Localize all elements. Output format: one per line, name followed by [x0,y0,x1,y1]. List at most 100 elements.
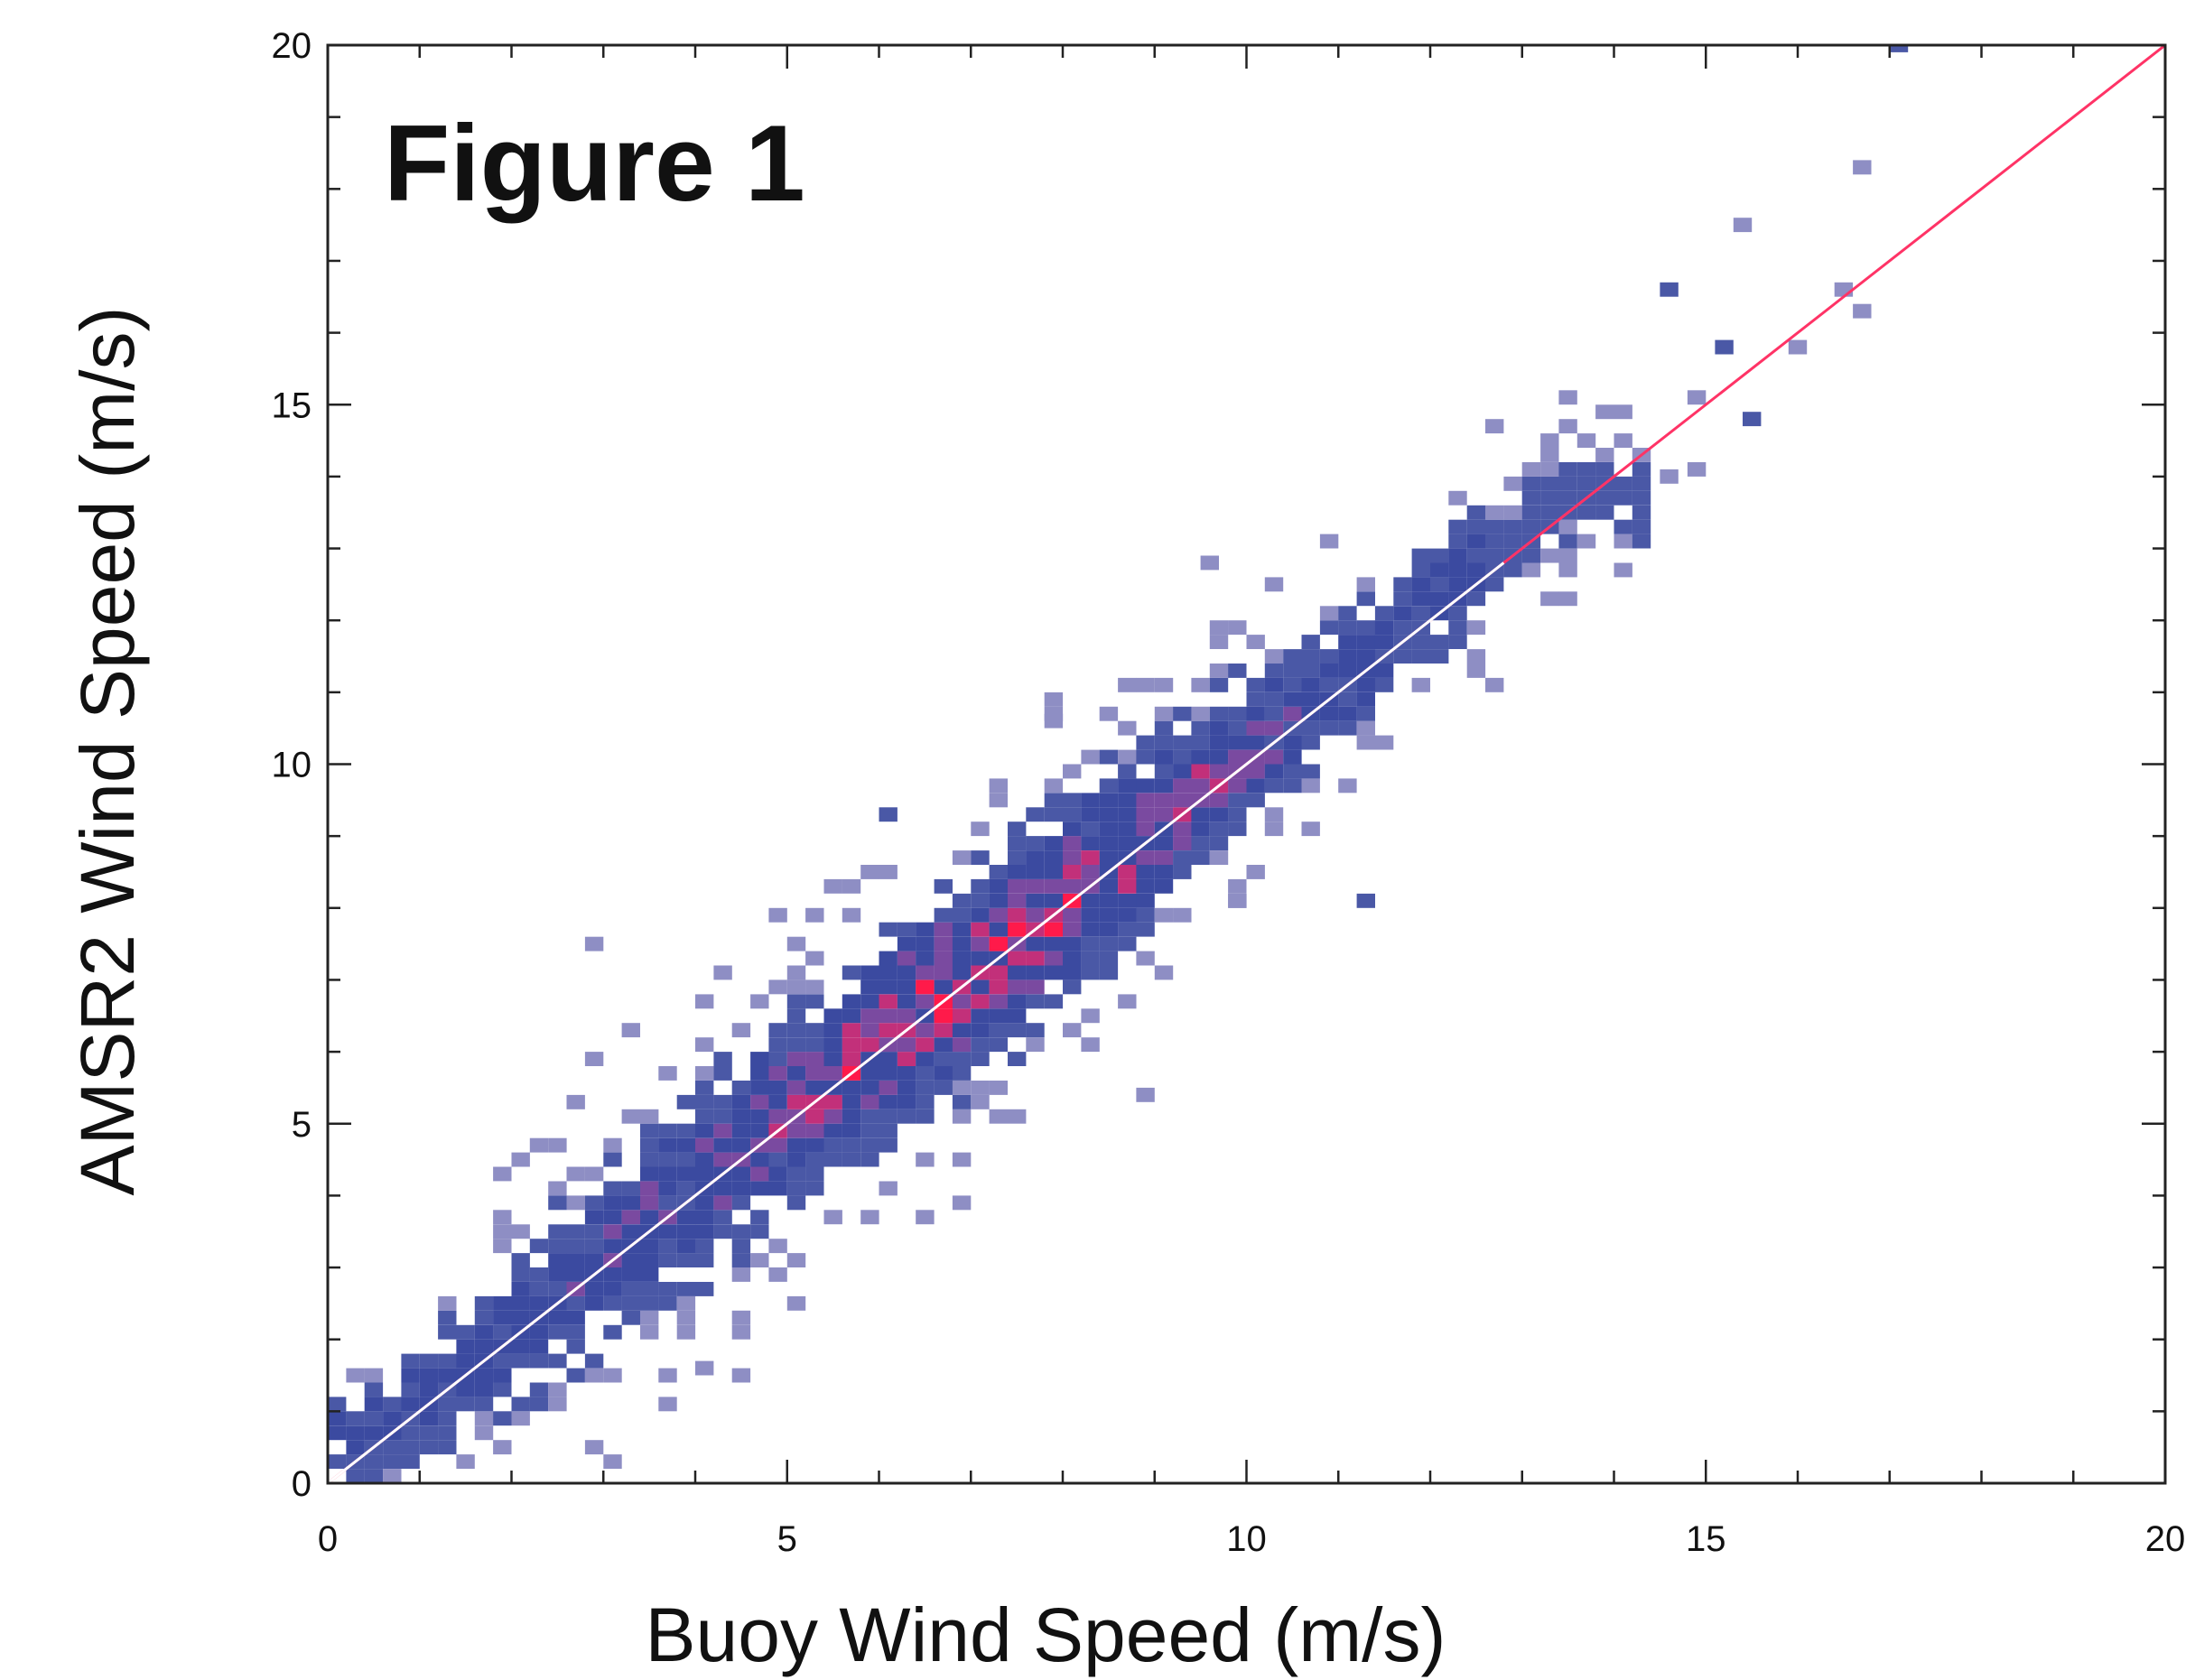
density-cell [493,1210,512,1225]
density-cell [1173,778,1192,794]
density-cell [548,1267,567,1282]
density-cell [401,1454,420,1469]
density-cell [529,1137,549,1153]
density-cell [1154,706,1174,721]
density-cell [1136,850,1155,865]
density-cell [805,907,824,923]
density-cell [805,1109,824,1124]
density-cell [1118,749,1137,765]
density-cell [842,1008,861,1024]
density-cell [823,1066,842,1081]
density-cell [971,907,990,923]
density-cell [786,1181,806,1196]
density-cell [952,1152,972,1167]
density-cell [786,1094,806,1109]
density-cell [1614,562,1632,578]
density-cell [658,1066,677,1081]
density-cell [879,1081,898,1095]
density-cell [1614,433,1632,448]
y-tick-label: 15 [272,385,312,425]
density-cell [474,1382,494,1397]
density-cell [879,951,898,966]
density-cell [1228,735,1247,750]
density-cell [1099,936,1119,951]
density-cell [897,1008,916,1024]
density-cell [1008,878,1027,894]
density-cell [1448,562,1467,578]
reference-lines [328,45,2165,1483]
y-tick-label: 5 [292,1105,312,1145]
density-cell [640,1195,659,1211]
density-cell [1411,577,1430,592]
density-cell [842,965,861,980]
density-cell [897,922,916,937]
density-cell [456,1324,475,1340]
density-cell [640,1324,659,1340]
density-cell [1191,735,1210,750]
density-cell [916,1094,935,1109]
density-cell [383,1397,402,1412]
density-cell [842,1094,861,1109]
density-cell [566,1094,585,1109]
density-cell [1063,850,1082,865]
y-tick-label: 10 [272,746,312,785]
density-cell [805,1166,824,1182]
density-cell [584,1253,604,1267]
density-cell [1283,749,1302,765]
density-cell [584,1295,604,1311]
density-cell [989,778,1008,794]
density-cell [401,1382,420,1397]
density-cell [805,979,824,995]
density-cell [1246,677,1265,692]
density-cell [603,1368,622,1383]
density-cell [1228,664,1247,678]
density-cell [438,1324,457,1340]
density-cell [916,1037,935,1053]
density-cell [1264,649,1284,664]
density-cell [1099,836,1119,850]
density-cell [1118,778,1137,794]
density-cell [1301,649,1320,664]
density-cell [842,1023,861,1038]
density-cell [346,1411,365,1426]
density-cell [1319,720,1339,736]
density-cell [1136,807,1155,822]
density-cell [1411,606,1430,621]
density-cell [603,1210,622,1225]
density-cell [346,1469,365,1483]
density-cell [1173,706,1192,721]
density-cell [1136,821,1155,837]
density-cell [603,1137,622,1153]
density-cell [621,1023,640,1038]
density-cell [640,1166,659,1182]
density-cell [474,1411,494,1426]
density-cell [842,1081,861,1095]
density-cell [658,1239,677,1254]
density-cell [1081,749,1100,765]
density-cell [695,1066,714,1081]
density-cell [1283,649,1302,664]
density-cell [511,1282,530,1296]
density-cell [897,1109,916,1124]
density-cell [768,1109,787,1124]
density-cell [621,1295,640,1311]
density-cell [676,1295,696,1311]
density-cell [1173,865,1192,879]
outlier-point [1228,893,1247,908]
density-cell [1558,390,1577,405]
density-cell [529,1282,549,1296]
density-cell [1008,865,1027,879]
density-cell [1466,505,1486,520]
density-cell [1081,1008,1100,1024]
density-cell [1118,936,1137,951]
density-cell [1430,649,1449,664]
density-cell [1099,878,1119,894]
density-cell [786,1023,806,1038]
density-cell [1301,735,1320,750]
density-cell [493,1295,512,1311]
density-cell [640,1109,659,1124]
density-cell [952,907,972,923]
density-cell [1136,865,1155,879]
density-cell [1466,519,1486,534]
density-cell [1430,548,1449,563]
